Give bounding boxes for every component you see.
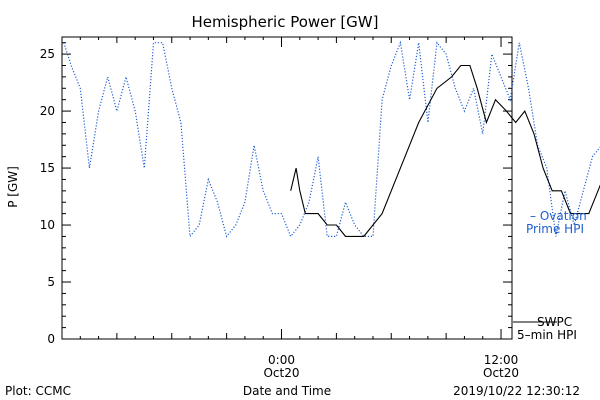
legend-swpc-line2: 5–min HPI xyxy=(517,328,577,342)
legend-ovation-line2: Prime HPI xyxy=(526,222,584,236)
axes: 05101520250:00Oct2012:00Oct200:00Oct2112… xyxy=(40,36,519,380)
y-axis-label: P [GW] xyxy=(6,166,20,208)
footer-timestamp: 2019/10/22 12:30:12 xyxy=(453,384,580,398)
x-tick-label-date: Oct20 xyxy=(263,366,299,380)
series-group xyxy=(63,40,600,238)
y-tick-label: 10 xyxy=(40,218,55,232)
x-tick-label-date: Oct20 xyxy=(483,366,519,380)
y-tick-label: 25 xyxy=(40,47,55,61)
y-tick-label: 20 xyxy=(40,104,55,118)
x-axis-label: Date and Time xyxy=(243,384,331,398)
x-tick-label-time: 12:00 xyxy=(484,353,519,367)
series-swpc-hpi-line xyxy=(290,64,600,237)
y-tick-label: 0 xyxy=(47,332,55,346)
series-ovation-prime-line xyxy=(63,40,600,238)
x-tick-label-time: 0:00 xyxy=(268,353,295,367)
footer-left: Plot: CCMC xyxy=(5,384,71,398)
plot-frame xyxy=(61,36,513,340)
chart-title: Hemispheric Power [GW] xyxy=(192,13,379,31)
y-tick-label: 5 xyxy=(47,275,55,289)
legend-ovation-line1: – Ovation xyxy=(530,209,587,223)
legend-swpc-line1: SWPC xyxy=(537,315,572,329)
y-tick-label: 15 xyxy=(40,161,55,175)
